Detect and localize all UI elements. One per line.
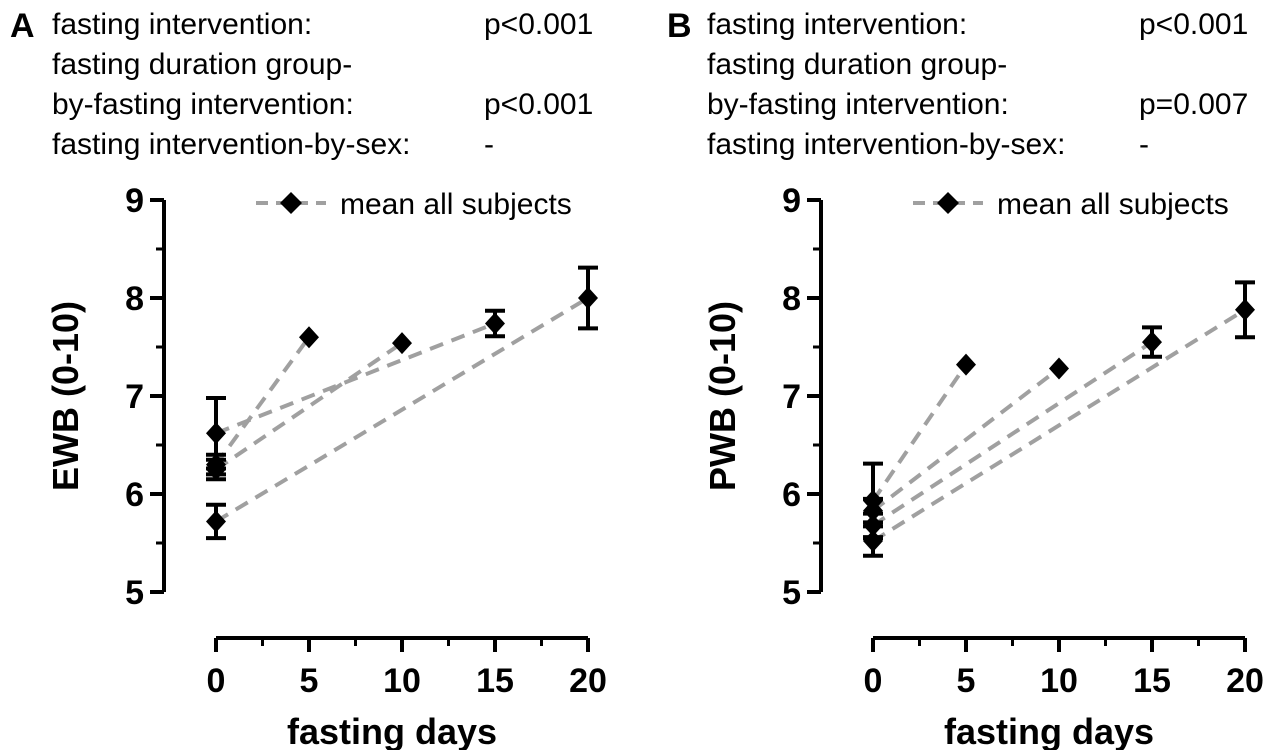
stat-value: p<0.001 [1139,8,1249,41]
data-point [956,353,976,376]
x-tick-label: 20 [569,662,607,700]
y-axis-title: PWB (0-10) [702,301,743,491]
stat-value: p=0.007 [1139,88,1249,121]
y-tick-label: 6 [125,476,144,514]
data-point [206,510,226,533]
series-line [214,341,404,472]
data-point [1142,331,1162,354]
legend-label: mean all subjects [997,188,1229,221]
data-point [863,499,883,522]
x-tick-label: 5 [957,662,976,700]
stat-value: - [1139,128,1149,161]
y-tick-label: 8 [782,280,801,318]
data-point [485,312,505,335]
series-line [214,336,311,466]
x-axis-title: fasting days [944,711,1154,750]
panel-letter: B [667,7,692,45]
y-tick-label: 8 [125,280,144,318]
y-tick-label: 5 [125,574,144,612]
y-tick-label: 6 [782,476,801,514]
stat-label: fasting intervention: [707,8,968,41]
chart-ewb: 5 6 7 8 9 EWB (0-10) 0 5 10 15 20 fasting days mean … [45,182,607,750]
panel-b: B fasting intervention: p<0.001 fasting … [657,0,1283,750]
stat-label: fasting intervention-by-sex: [52,128,411,161]
y-tick-label: 9 [125,182,144,220]
y-tick-label: 7 [782,378,801,416]
panel-a: A fasting intervention: p<0.001 fasting … [0,0,640,750]
legend-label: mean all subjects [340,188,572,221]
chart-pwb: 5 6 7 8 9 PWB (0-10) 0 5 10 15 20 fasting days mean … [702,182,1264,750]
y-tick-label: 5 [782,574,801,612]
x-tick-label: 10 [383,662,421,700]
data-point [1049,357,1069,380]
series-line [871,340,1154,528]
stat-label: fasting duration group- [707,48,1008,81]
data-point [1235,298,1255,321]
y-axis-title: EWB (0-10) [45,301,86,491]
series-line [871,308,1247,543]
y-tick-label: 7 [125,378,144,416]
stat-value: p<0.001 [484,8,594,41]
stat-value: p<0.001 [484,88,594,121]
data-point [863,530,883,553]
stat-label: fasting intervention: [52,8,313,41]
x-tick-label: 0 [864,662,883,700]
y-tick-label: 9 [782,182,801,220]
data-point [392,332,412,355]
x-tick-label: 5 [300,662,319,700]
x-axis-title: fasting days [287,711,497,750]
x-tick-label: 15 [476,662,514,700]
stat-label: by-fasting intervention: [707,88,1009,121]
legend-marker [280,192,302,214]
x-tick-label: 15 [1133,662,1171,700]
panel-letter: A [10,7,35,45]
stat-value: - [484,128,494,161]
series-line [871,363,968,502]
data-point [206,422,226,445]
stat-label: by-fasting intervention: [52,88,354,121]
series-line [871,366,1061,513]
stat-label: fasting duration group- [52,48,353,81]
legend-marker [937,192,959,214]
x-tick-label: 0 [207,662,226,700]
stat-label: fasting intervention-by-sex: [707,128,1066,161]
x-tick-label: 10 [1040,662,1078,700]
series-line [214,296,590,524]
x-tick-label: 20 [1226,662,1264,700]
series-line [215,321,496,436]
data-point [299,326,319,349]
data-point [578,287,598,309]
